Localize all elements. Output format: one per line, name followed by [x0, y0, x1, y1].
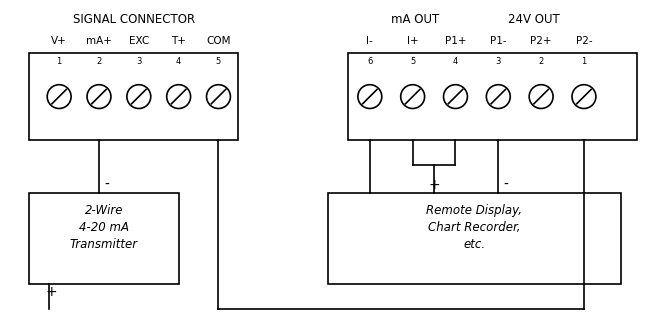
Text: 5: 5: [410, 57, 415, 66]
Text: Chart Recorder,: Chart Recorder,: [428, 221, 520, 234]
Text: 2-Wire: 2-Wire: [85, 204, 123, 217]
Text: COM: COM: [206, 36, 231, 46]
Text: 5: 5: [216, 57, 221, 66]
Text: 4-20 mA: 4-20 mA: [79, 221, 129, 234]
Text: 4: 4: [176, 57, 181, 66]
Text: mA OUT: mA OUT: [391, 13, 439, 26]
Text: P2+: P2+: [530, 36, 552, 46]
Text: Transmitter: Transmitter: [70, 238, 138, 251]
Text: 24V OUT: 24V OUT: [509, 13, 560, 26]
Text: SIGNAL CONNECTOR: SIGNAL CONNECTOR: [73, 13, 195, 26]
Text: etc.: etc.: [463, 238, 485, 251]
Text: mA+: mA+: [86, 36, 112, 46]
Text: 2: 2: [96, 57, 101, 66]
Bar: [29, 53, 239, 140]
Text: I+: I+: [407, 36, 418, 46]
Bar: [29, 193, 178, 284]
Text: P1-: P1-: [490, 36, 507, 46]
Bar: [348, 53, 636, 140]
Text: 3: 3: [496, 57, 501, 66]
Text: +: +: [45, 285, 57, 299]
Text: 3: 3: [136, 57, 141, 66]
Text: -: -: [504, 178, 509, 192]
Text: 6: 6: [367, 57, 373, 66]
Text: P2-: P2-: [575, 36, 592, 46]
Text: T+: T+: [171, 36, 186, 46]
Text: I-: I-: [367, 36, 373, 46]
Text: V+: V+: [51, 36, 67, 46]
Text: -: -: [105, 178, 109, 192]
Text: 4: 4: [453, 57, 458, 66]
Text: 1: 1: [581, 57, 587, 66]
Text: EXC: EXC: [129, 36, 149, 46]
Text: P1+: P1+: [445, 36, 466, 46]
Text: 1: 1: [56, 57, 62, 66]
Bar: [328, 193, 621, 284]
Text: 2: 2: [538, 57, 544, 66]
Text: +: +: [428, 178, 440, 192]
Text: Remote Display,: Remote Display,: [426, 204, 522, 217]
